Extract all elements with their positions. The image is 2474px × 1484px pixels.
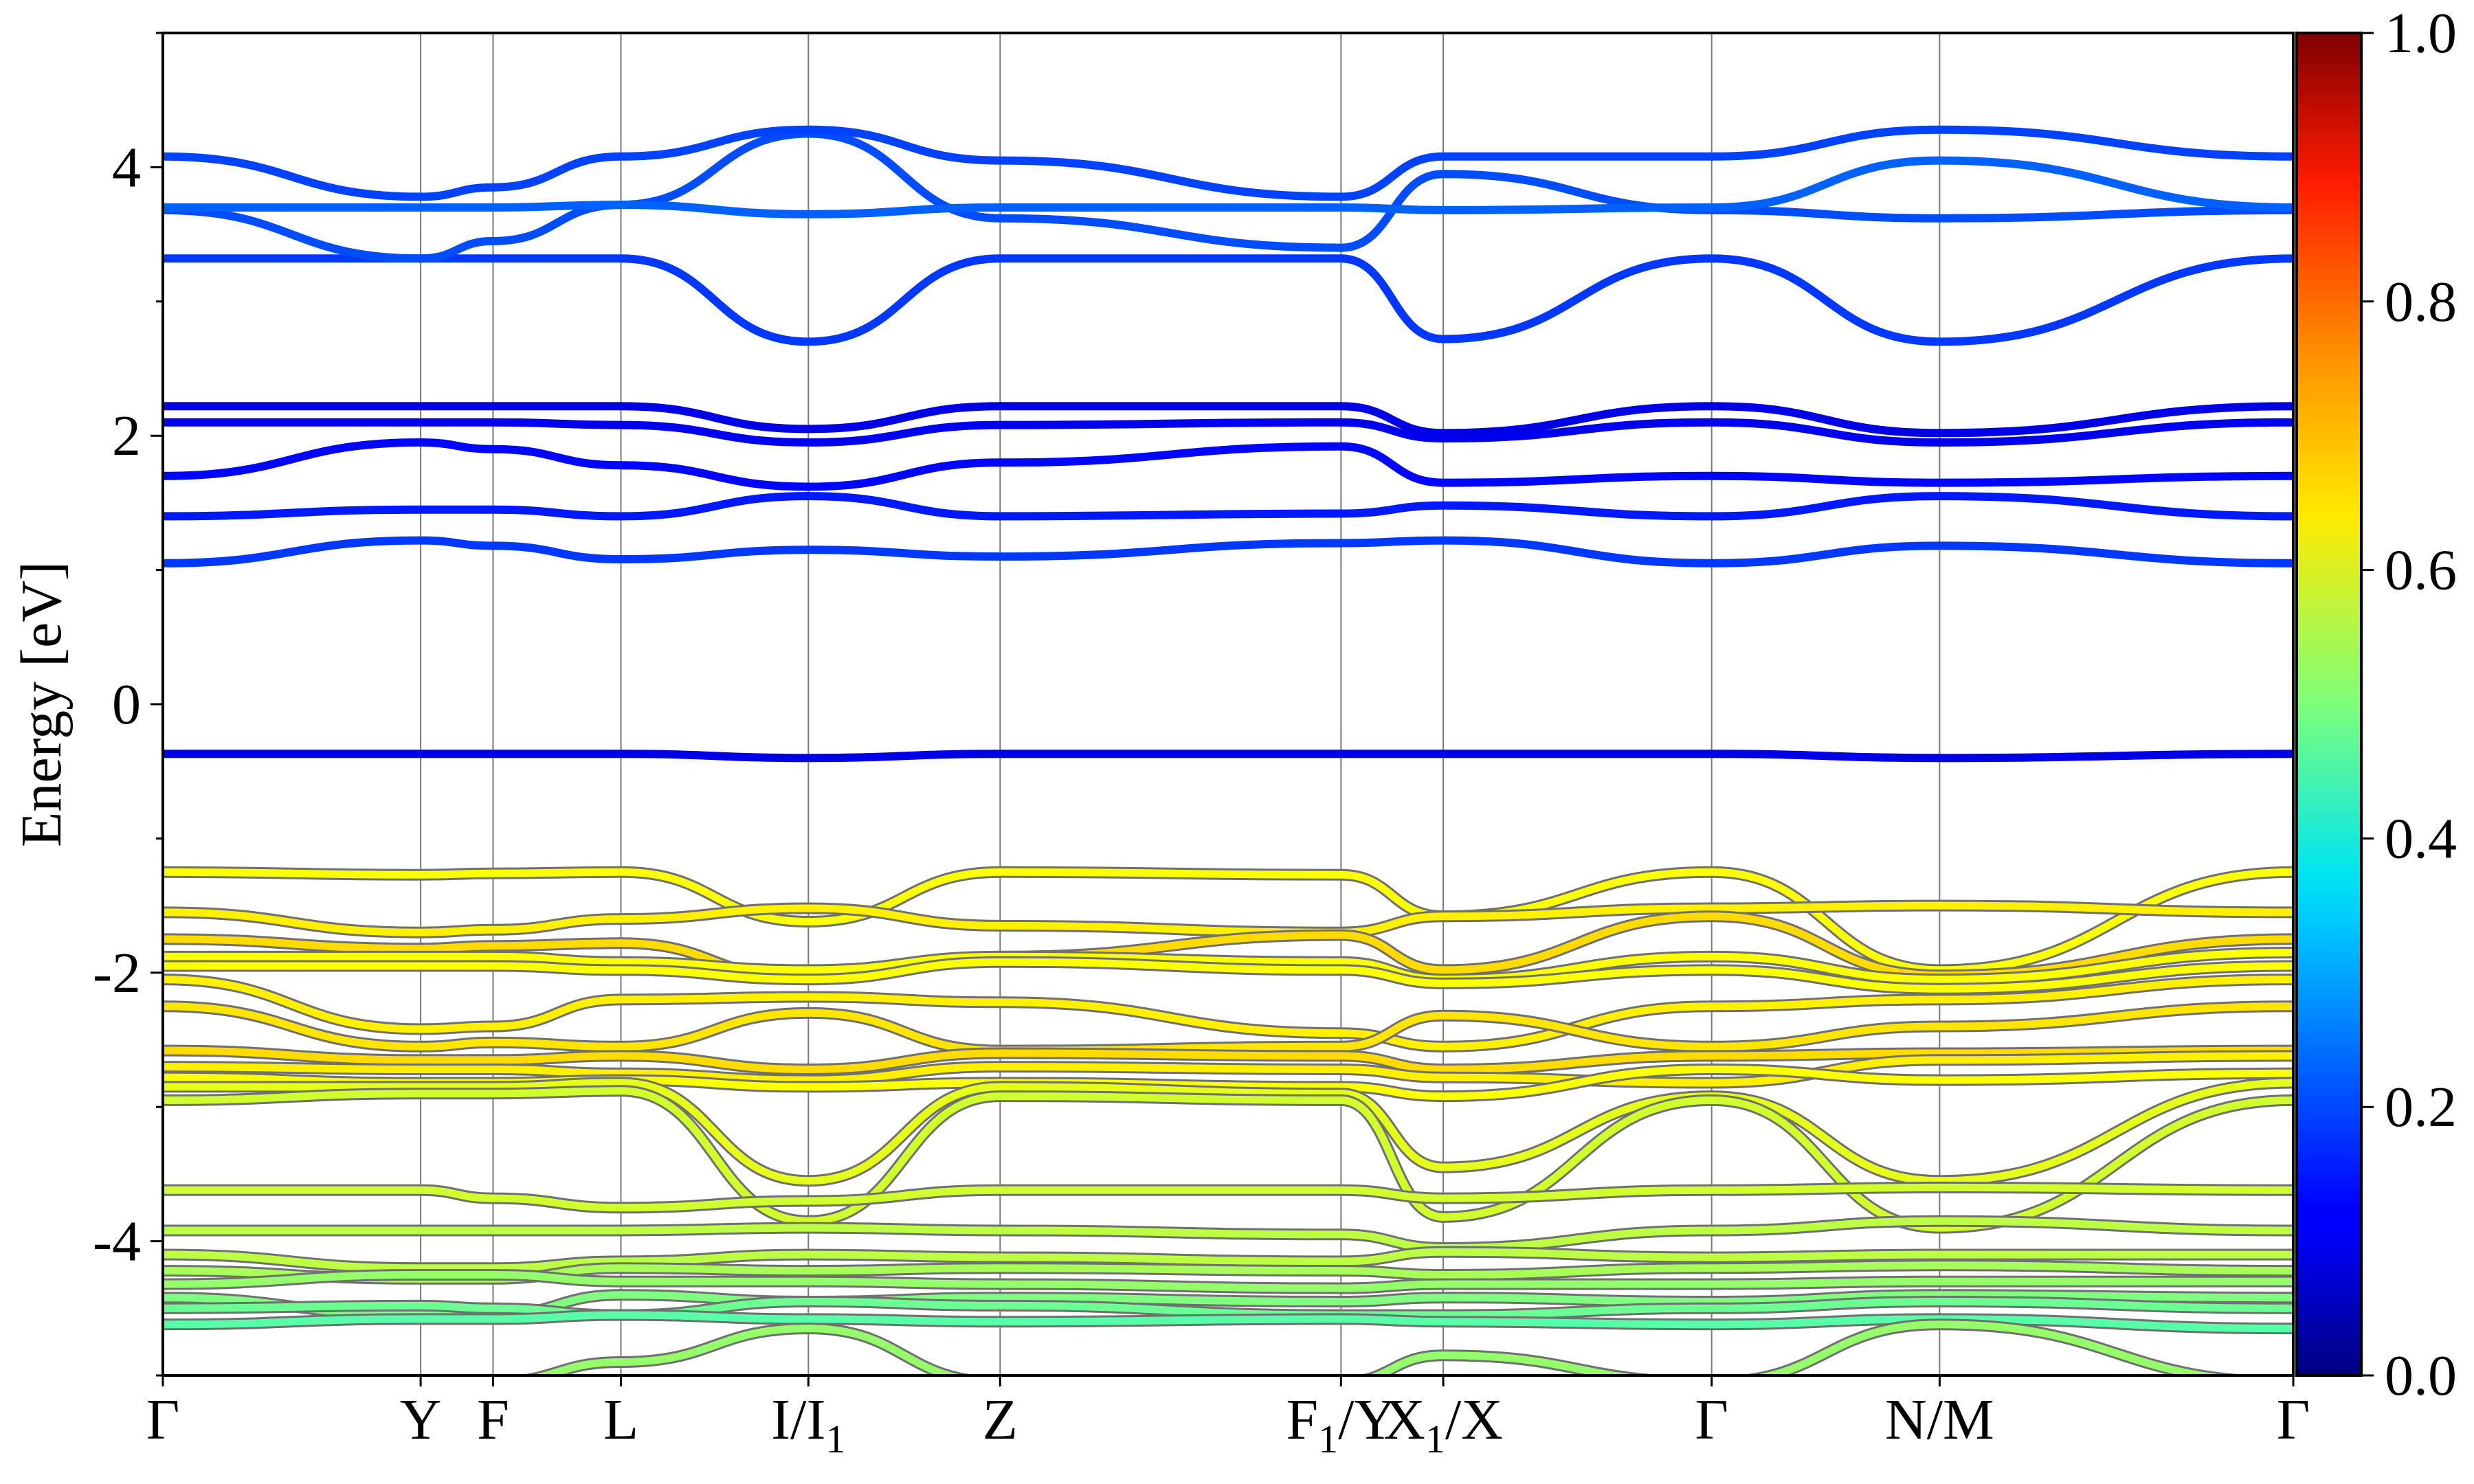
x-tick-label: N/M [1885, 1388, 1994, 1452]
band-30 [163, 156, 2293, 218]
colorbar-tick-label: 1.0 [2385, 1, 2457, 65]
band-1 [163, 866, 2293, 976]
band-15 [163, 1246, 2293, 1274]
band-2 [163, 899, 2293, 938]
y-tick-label: -2 [93, 941, 141, 1005]
x-axis: Γ Y F L I/I1 Z F1/YX1/X Γ N/M Γ [146, 1375, 2310, 1461]
band-25 [163, 438, 2293, 491]
colorbar-tick-label: 0.6 [2385, 539, 2457, 603]
band-19 [163, 1296, 2293, 1321]
band-4 [163, 947, 2293, 986]
y-axis: -4 -2 0 2 4 [93, 32, 163, 1377]
band-28 [163, 254, 2293, 346]
band-11 [163, 1077, 2293, 1187]
y-tick-label: 4 [112, 135, 141, 199]
band-9 [163, 1050, 2293, 1089]
x-tick-label: Y [400, 1388, 442, 1452]
band-20 [163, 1309, 2293, 1335]
band-lines [163, 125, 2293, 1375]
colorbar [2295, 32, 2363, 1377]
band-8 [163, 1044, 2293, 1075]
y-tick-label: 2 [112, 404, 141, 468]
band-12 [163, 1085, 2293, 1234]
band-22 [163, 750, 2293, 763]
colorbar-tick-label: 0.8 [2385, 270, 2457, 334]
x-tick-label: Z [983, 1388, 1018, 1452]
x-tick-label: X1/X [1383, 1388, 1503, 1461]
x-tick-label: F1/Y [1286, 1388, 1396, 1461]
band-31 [163, 125, 2293, 201]
y-tick-label: -4 [93, 1210, 141, 1274]
colorbar-axis: 0.0 0.2 0.4 0.6 0.8 1.0 [2361, 1, 2457, 1408]
band-24 [163, 492, 2293, 521]
colorbar-tick-label: 0.2 [2385, 1075, 2457, 1139]
colorbar-tick-label: 0.4 [2385, 807, 2457, 870]
x-tick-label: Γ [2277, 1388, 2310, 1452]
x-tick-label: F [477, 1388, 509, 1452]
y-axis-label: Energy [eV] [10, 561, 74, 847]
y-tick-label: 0 [112, 673, 141, 737]
x-tick-label: I/I1 [771, 1388, 845, 1461]
band-17 [163, 1268, 2293, 1294]
band-5 [163, 956, 2293, 995]
x-tick-label: Γ [146, 1388, 180, 1452]
colorbar-tick-label: 0.0 [2385, 1344, 2457, 1408]
band-27 [163, 402, 2293, 438]
band-3 [163, 910, 2293, 986]
band-26 [163, 418, 2293, 447]
band-29 [163, 129, 2293, 263]
band-21 [514, 1318, 2258, 1375]
band-23 [163, 536, 2293, 567]
x-tick-label: Γ [1695, 1388, 1728, 1452]
x-tick-label: L [603, 1388, 638, 1452]
band-6 [163, 974, 2293, 1053]
band-14 [163, 1215, 2293, 1254]
band-13 [163, 1181, 2293, 1214]
